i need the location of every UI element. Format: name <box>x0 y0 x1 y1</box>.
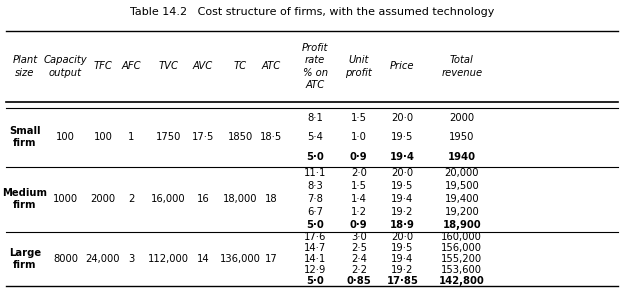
Text: 3: 3 <box>128 254 134 264</box>
Text: 1·2: 1·2 <box>351 207 367 217</box>
Text: 1750: 1750 <box>156 132 181 142</box>
Text: Medium
firm: Medium firm <box>2 188 47 210</box>
Text: 16,000: 16,000 <box>151 194 186 204</box>
Text: 1·5: 1·5 <box>351 181 367 191</box>
Text: 19·5: 19·5 <box>391 243 414 253</box>
Text: 100: 100 <box>56 132 75 142</box>
Text: Price: Price <box>390 61 415 71</box>
Text: ATC: ATC <box>262 61 281 71</box>
Text: 14: 14 <box>197 254 209 264</box>
Text: 17·85: 17·85 <box>386 276 419 286</box>
Text: 136,000: 136,000 <box>220 254 261 264</box>
Text: TFC: TFC <box>94 61 112 71</box>
Text: 7·8: 7·8 <box>307 194 323 204</box>
Text: 18·5: 18·5 <box>260 132 283 142</box>
Text: 18,900: 18,900 <box>442 220 481 230</box>
Text: Table 14.2   Cost structure of firms, with the assumed technology: Table 14.2 Cost structure of firms, with… <box>130 7 494 17</box>
Text: 100: 100 <box>94 132 112 142</box>
Text: 2·0: 2·0 <box>351 168 367 178</box>
Text: 19,200: 19,200 <box>444 207 479 217</box>
Text: Profit
rate
% on
ATC: Profit rate % on ATC <box>302 43 328 90</box>
Text: 19·2: 19·2 <box>391 207 414 217</box>
Text: 2000: 2000 <box>449 112 474 122</box>
Text: 19·5: 19·5 <box>391 132 414 142</box>
Text: 19·4: 19·4 <box>390 152 415 162</box>
Text: 14·7: 14·7 <box>304 243 326 253</box>
Text: 1000: 1000 <box>53 194 78 204</box>
Text: 19,400: 19,400 <box>444 194 479 204</box>
Text: 18: 18 <box>265 194 278 204</box>
Text: 17·6: 17·6 <box>304 232 326 242</box>
Text: 5·0: 5·0 <box>306 220 324 230</box>
Text: 11·1: 11·1 <box>304 168 326 178</box>
Text: 8·3: 8·3 <box>307 181 323 191</box>
Text: 18·9: 18·9 <box>390 220 415 230</box>
Text: 142,800: 142,800 <box>439 276 485 286</box>
Text: TVC: TVC <box>158 61 178 71</box>
Text: AFC: AFC <box>121 61 141 71</box>
Text: 156,000: 156,000 <box>441 243 482 253</box>
Text: 16: 16 <box>197 194 209 204</box>
Text: 14·1: 14·1 <box>304 254 326 264</box>
Text: 155,200: 155,200 <box>441 254 482 264</box>
Text: 5·4: 5·4 <box>307 132 323 142</box>
Text: Unit
profit: Unit profit <box>346 55 372 78</box>
Text: 2·2: 2·2 <box>351 265 367 275</box>
Text: 5·0: 5·0 <box>306 152 324 162</box>
Text: AVC: AVC <box>193 61 213 71</box>
Text: Plant
size: Plant size <box>12 55 37 78</box>
Text: 20·0: 20·0 <box>391 112 414 122</box>
Text: 2·4: 2·4 <box>351 254 367 264</box>
Text: 20·0: 20·0 <box>391 232 414 242</box>
Text: 1·4: 1·4 <box>351 194 367 204</box>
Text: 0·9: 0·9 <box>350 152 368 162</box>
Text: 8000: 8000 <box>53 254 78 264</box>
Text: 19·4: 19·4 <box>391 254 414 264</box>
Text: 1850: 1850 <box>228 132 253 142</box>
Text: 8·1: 8·1 <box>307 112 323 122</box>
Text: 18,000: 18,000 <box>223 194 258 204</box>
Text: 2: 2 <box>128 194 134 204</box>
Text: 1940: 1940 <box>448 152 475 162</box>
Text: 2·5: 2·5 <box>351 243 367 253</box>
Text: Total
revenue: Total revenue <box>441 55 482 78</box>
Text: 1·0: 1·0 <box>351 132 367 142</box>
Text: 19·2: 19·2 <box>391 265 414 275</box>
Text: 2000: 2000 <box>90 194 115 204</box>
Text: 19·5: 19·5 <box>391 181 414 191</box>
Text: 20,000: 20,000 <box>444 168 479 178</box>
Text: 112,000: 112,000 <box>148 254 189 264</box>
Text: Large
firm: Large firm <box>9 248 41 270</box>
Text: 24,000: 24,000 <box>85 254 120 264</box>
Text: 17: 17 <box>265 254 278 264</box>
Text: 1: 1 <box>128 132 134 142</box>
Text: Capacity
output: Capacity output <box>44 55 87 78</box>
Text: 17·5: 17·5 <box>192 132 214 142</box>
Text: 1·5: 1·5 <box>351 112 367 122</box>
Text: 5·0: 5·0 <box>306 276 324 286</box>
Text: 12·9: 12·9 <box>304 265 326 275</box>
Text: 19,500: 19,500 <box>444 181 479 191</box>
Text: 20·0: 20·0 <box>391 168 414 178</box>
Text: 3·0: 3·0 <box>351 232 367 242</box>
Text: 0·9: 0·9 <box>350 220 368 230</box>
Text: 1950: 1950 <box>449 132 474 142</box>
Text: 19·4: 19·4 <box>391 194 414 204</box>
Text: 6·7: 6·7 <box>307 207 323 217</box>
Text: TC: TC <box>233 61 247 71</box>
Text: Small
firm: Small firm <box>9 126 41 148</box>
Text: 153,600: 153,600 <box>441 265 482 275</box>
Text: 0·85: 0·85 <box>346 276 371 286</box>
Text: 160,000: 160,000 <box>441 232 482 242</box>
